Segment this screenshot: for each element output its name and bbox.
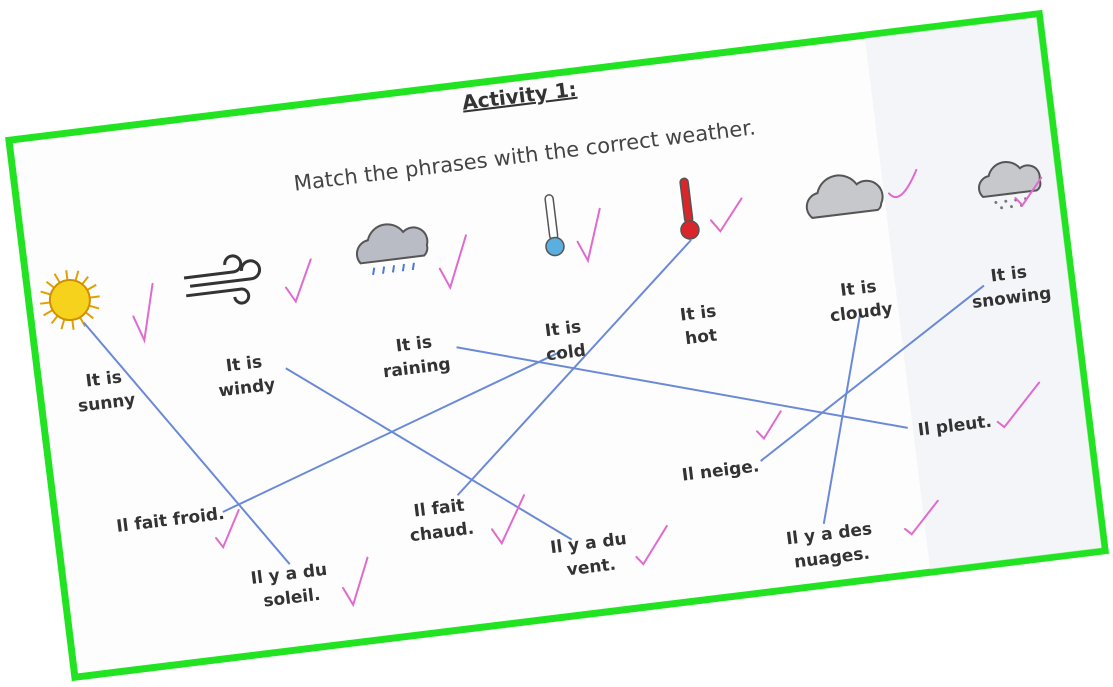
english-phrase-line: hot [684,326,718,350]
sheet: Activity 1: Match the phrases with the c… [9,14,1105,677]
worksheet: Activity 1: Match the phrases with the c… [0,0,1113,687]
